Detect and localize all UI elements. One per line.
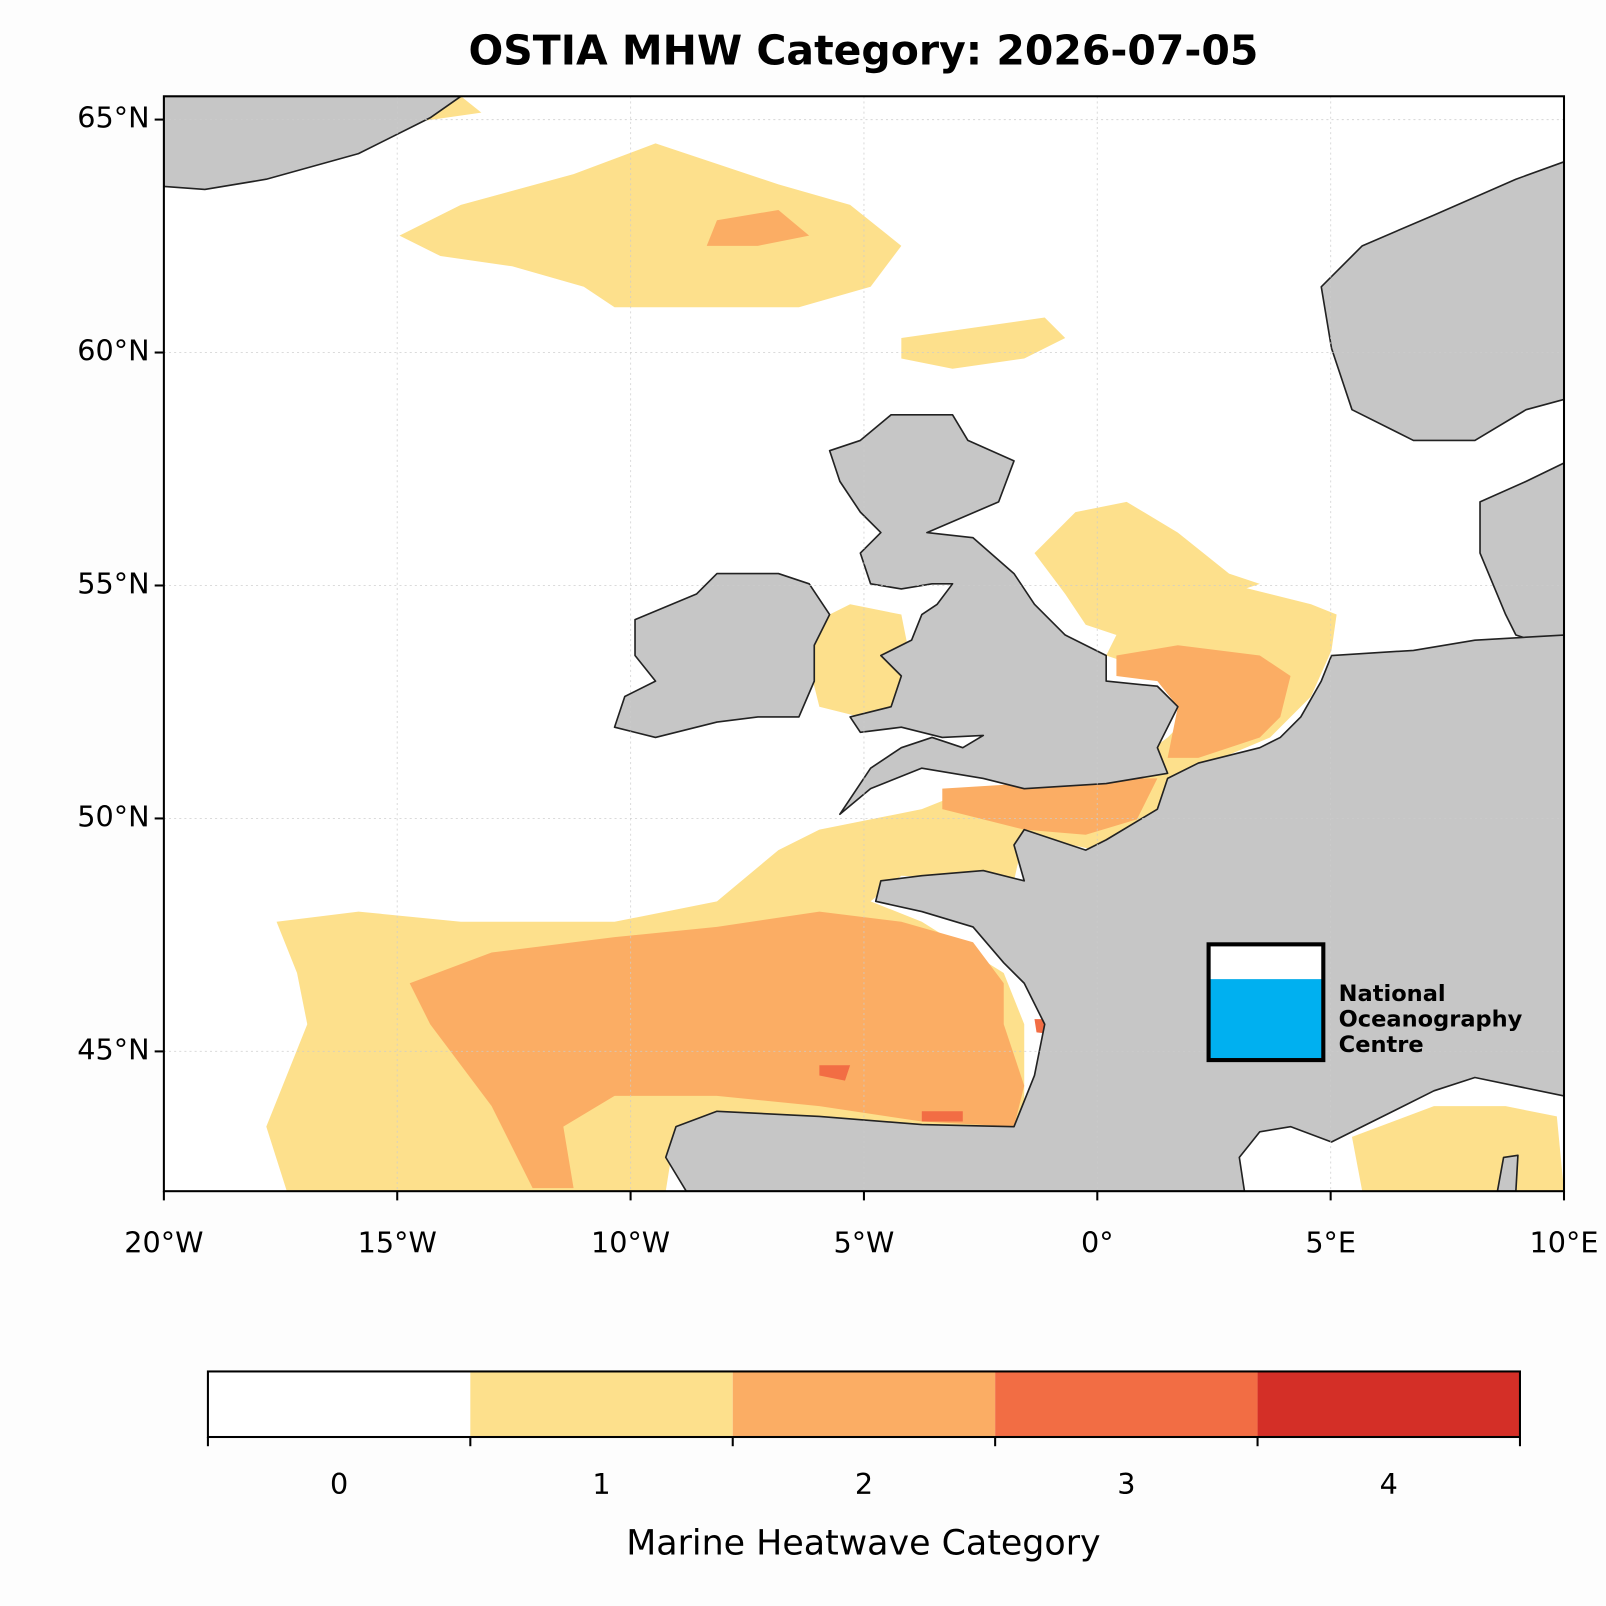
colorbar-tick-label: 0: [330, 1467, 348, 1501]
y-tick-label: 45°N: [77, 1032, 149, 1066]
colorbar-segment: [995, 1371, 1258, 1438]
colorbar-tick-label: 3: [1117, 1467, 1135, 1501]
x-tick-label: 15°W: [358, 1225, 437, 1259]
logo-top: [1208, 944, 1324, 980]
logo-text: Centre: [1339, 1032, 1424, 1058]
logo-text: Oceanography: [1339, 1007, 1523, 1033]
colorbar-segment: [732, 1371, 996, 1438]
x-tick-label: 0°: [1081, 1225, 1114, 1259]
logo-bottom: [1208, 979, 1324, 1061]
y-tick-label: 50°N: [77, 799, 149, 833]
colorbar-tick-label: 1: [592, 1467, 610, 1501]
land: [1320, 161, 1565, 442]
logo: National Oceanography Centre: [1206, 942, 1523, 1063]
colorbar-frame: [206, 1370, 1521, 1439]
heatwave-area: [901, 317, 1066, 369]
y-tick-label: 60°N: [77, 334, 149, 368]
heatwave-area: [809, 604, 912, 717]
x-tick-label: 5°W: [833, 1225, 894, 1259]
land: [613, 572, 831, 739]
heatwave-area: [942, 778, 1158, 835]
colorbar-segment: [470, 1371, 733, 1438]
x-tick-label: 10°W: [591, 1225, 670, 1259]
heatwave-area: [819, 1065, 851, 1081]
chart-title: OSTIA MHW Category: 2026-07-05: [468, 26, 1258, 74]
colorbar-label: Marine Heatwave Category: [626, 1524, 1100, 1564]
heatwave-area: [921, 1111, 963, 1122]
x-tick-label: 5°E: [1305, 1225, 1356, 1259]
land: [828, 413, 1179, 816]
heatwave-area: [1116, 645, 1291, 758]
land: [1496, 1154, 1519, 1192]
heatwave-area: [706, 209, 810, 246]
x-tick-label: 10°E: [1530, 1225, 1599, 1259]
logo-text: National: [1339, 981, 1446, 1007]
y-tick-label: 65°N: [77, 101, 149, 135]
colorbar-tick-label: 2: [855, 1467, 873, 1501]
x-tick-label: 20°W: [124, 1225, 203, 1259]
colorbar-segment: [207, 1371, 471, 1438]
colorbar-tick-label: 4: [1380, 1467, 1398, 1501]
y-tick-label: 55°N: [77, 566, 149, 600]
map-area: [163, 96, 1565, 1192]
heatwave-area: [409, 911, 1025, 1189]
land: [664, 634, 1565, 1192]
heatwave-area: [399, 143, 902, 308]
heatwave-area: [1034, 501, 1260, 636]
colorbar-segment: [1257, 1371, 1520, 1438]
logo-frame: [1206, 942, 1326, 1063]
land: [163, 96, 462, 191]
